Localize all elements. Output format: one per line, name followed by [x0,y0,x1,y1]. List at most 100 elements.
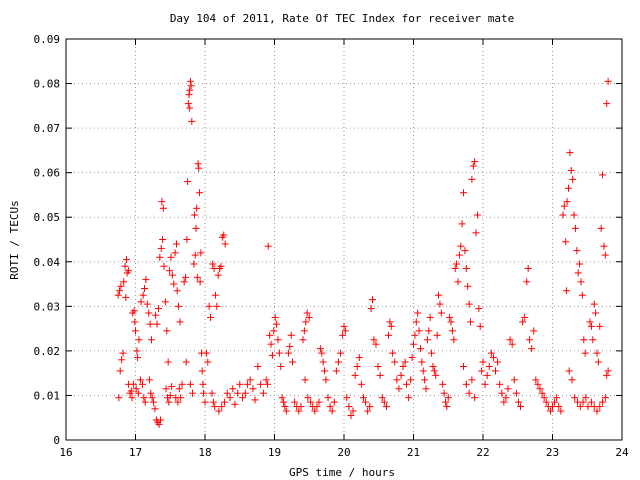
data-point [496,380,504,388]
data-point [303,309,311,317]
data-point [565,367,573,375]
data-point [188,117,196,125]
data-point [502,394,510,402]
data-point [197,249,205,257]
data-point [587,398,595,406]
data-point [494,358,502,366]
data-point [198,367,206,375]
data-point [170,280,178,288]
data-point [324,394,332,402]
data-point [231,400,239,408]
data-point [504,385,512,393]
data-point [542,398,550,406]
y-tick-label: 0.02 [34,345,61,358]
x-tick-label: 19 [268,446,281,459]
data-point [259,389,267,397]
data-point [154,305,162,313]
x-tick-label: 16 [59,446,72,459]
y-tick-label: 0.06 [34,167,61,180]
y-tick-label: 0 [53,434,60,447]
data-point [254,362,262,370]
data-point [159,236,167,243]
y-tick-label: 0.04 [34,256,61,269]
data-point [460,189,468,197]
data-point [173,287,181,295]
data-point [395,385,403,393]
data-point [584,403,592,411]
data-point [451,264,459,272]
data-point [141,285,149,293]
data-point [341,327,349,335]
data-point [121,262,129,270]
data-point [185,91,193,99]
data-point [601,251,609,259]
data-point [343,394,351,402]
data-point [476,322,484,330]
data-point [208,389,216,397]
data-point [376,371,384,379]
data-point [353,362,361,370]
data-point [603,100,611,108]
data-point [418,358,426,366]
x-axis-label: GPS time / hours [289,466,395,479]
data-point [136,376,144,384]
data-point [195,189,203,197]
data-point [536,385,544,393]
data-point [487,349,495,357]
data-point [469,162,477,170]
data-point [386,318,394,326]
data-point [182,273,190,281]
data-point [201,398,209,406]
data-point [156,253,164,261]
data-point [446,313,454,321]
data-point [563,198,571,206]
data-point [557,407,565,415]
x-tick-label: 22 [476,446,489,459]
data-point [229,385,237,393]
data-point [471,394,479,402]
x-tick-labels: 16 17 18 19 20 21 22 23 24 [59,446,629,459]
data-point [147,389,155,397]
y-tick-label: 0.09 [34,33,61,46]
data-point [473,211,481,219]
data-point [147,336,155,344]
data-point [433,331,441,339]
data-point [437,309,445,317]
data-point [145,309,153,317]
data-point [440,389,448,397]
data-point [532,376,540,384]
data-point [399,362,407,370]
data-point [236,380,244,388]
data-point [166,267,174,275]
data-point [479,358,487,366]
data-point [593,407,601,415]
data-point [239,394,247,402]
data-point [454,278,462,286]
data-point [430,367,438,375]
data-point [183,236,191,243]
data-point [403,380,411,388]
data-point [408,354,416,362]
data-point [568,376,576,384]
data-point [311,407,319,415]
data-point [553,394,561,402]
data-point [186,86,194,94]
data-point [512,389,520,397]
data-point [597,224,605,232]
data-point [178,380,186,388]
data-point [302,318,310,326]
data-point [138,380,146,388]
data-point [281,403,289,411]
data-point [195,164,203,172]
data-point [168,383,176,391]
data-point [422,385,430,393]
data-point [468,376,476,384]
data-point [368,296,376,304]
data-point [221,240,229,248]
data-point [380,398,388,406]
data-point [194,160,202,168]
data-point [332,367,340,375]
data-point [316,345,324,353]
x-tick-label: 23 [546,446,559,459]
data-point [441,398,449,406]
